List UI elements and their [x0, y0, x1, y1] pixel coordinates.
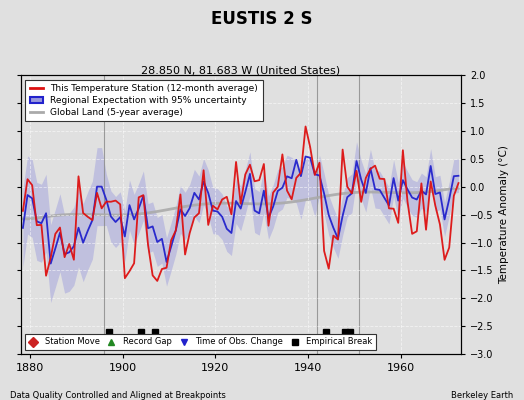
Legend: Station Move, Record Gap, Time of Obs. Change, Empirical Break: Station Move, Record Gap, Time of Obs. C…	[25, 334, 376, 350]
Text: Berkeley Earth: Berkeley Earth	[451, 391, 514, 400]
Text: Data Quality Controlled and Aligned at Breakpoints: Data Quality Controlled and Aligned at B…	[10, 391, 226, 400]
Y-axis label: Temperature Anomaly (°C): Temperature Anomaly (°C)	[499, 145, 509, 284]
Title: 28.850 N, 81.683 W (United States): 28.850 N, 81.683 W (United States)	[141, 66, 340, 76]
Text: EUSTIS 2 S: EUSTIS 2 S	[211, 10, 313, 28]
